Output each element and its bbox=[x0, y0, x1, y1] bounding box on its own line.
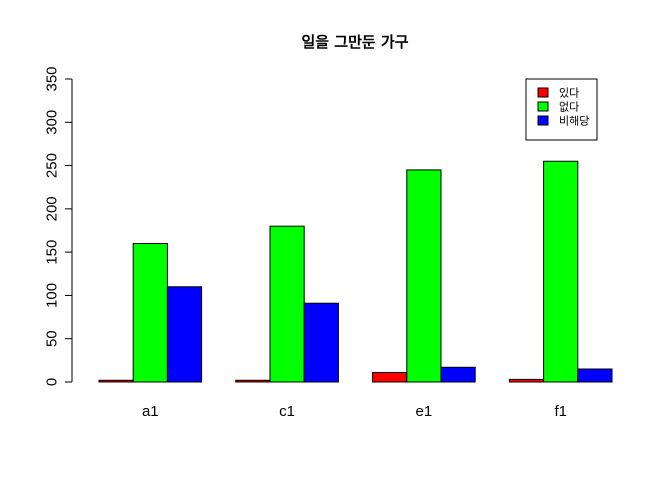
bar-a1-0 bbox=[98, 379, 134, 383]
legend-swatch bbox=[537, 87, 549, 98]
y-tick-label: 150 bbox=[44, 240, 61, 265]
bar-e1-0 bbox=[372, 371, 408, 383]
y-tick-label: 250 bbox=[44, 153, 61, 178]
legend-swatch bbox=[537, 115, 549, 126]
bars bbox=[98, 160, 613, 383]
legend-label: 있다 bbox=[559, 87, 579, 100]
bar-a1-2 bbox=[166, 286, 203, 383]
x-axis-labels: a1 c1 e1 f1 bbox=[142, 403, 567, 420]
y-tick-label: 350 bbox=[44, 66, 61, 91]
x-category-label: a1 bbox=[142, 403, 159, 420]
y-tick-label: 200 bbox=[44, 196, 61, 221]
bar-c1-1 bbox=[269, 225, 305, 383]
bar-c1-2 bbox=[303, 302, 339, 383]
bar-e1-1 bbox=[406, 169, 442, 383]
legend-label: 없다 bbox=[559, 101, 579, 114]
chart-title: 일을 그만둔 가구 bbox=[301, 33, 408, 51]
y-tick-label: 0 bbox=[44, 378, 61, 386]
bar-e1-2 bbox=[440, 366, 476, 383]
y-tick-label: 50 bbox=[44, 330, 61, 347]
bar-a1-1 bbox=[132, 242, 168, 383]
legend-swatch bbox=[537, 101, 549, 112]
y-axis: 0 50 100 150 200 250 300 350 bbox=[44, 66, 73, 386]
bar-c1-0 bbox=[235, 379, 271, 383]
y-tick-label: 100 bbox=[44, 283, 61, 308]
bar-f1-0 bbox=[508, 378, 545, 383]
legend-label: 비해당 bbox=[559, 114, 589, 128]
bar-f1-1 bbox=[543, 160, 579, 383]
bar-f1-2 bbox=[577, 368, 613, 383]
y-tick-label: 300 bbox=[44, 110, 61, 135]
x-category-label: c1 bbox=[279, 403, 295, 420]
x-category-label: e1 bbox=[416, 403, 433, 420]
x-category-label: f1 bbox=[554, 403, 567, 420]
